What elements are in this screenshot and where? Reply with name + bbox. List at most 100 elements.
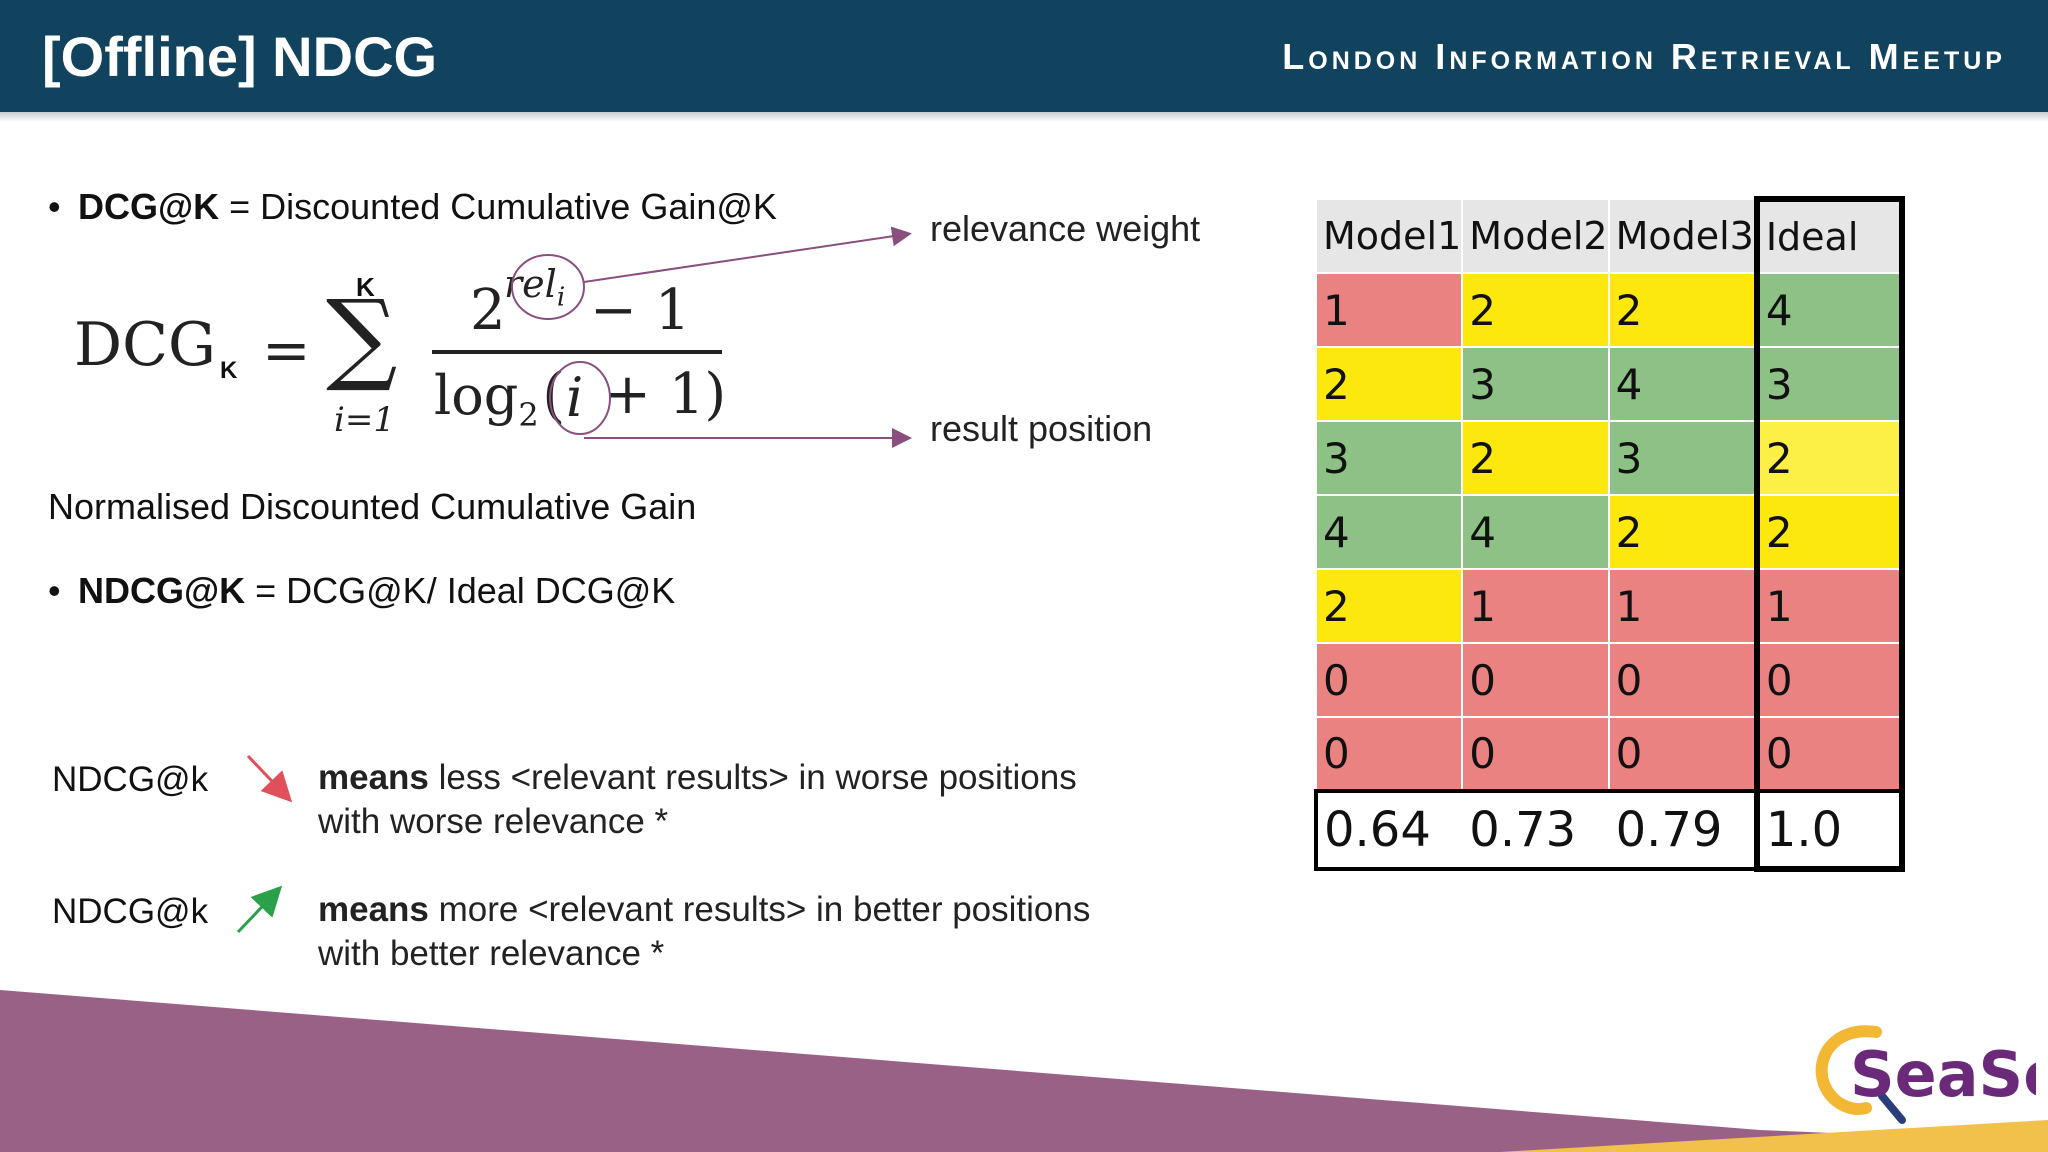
log-text: log: [434, 364, 519, 427]
table-cell: 3: [1461, 346, 1610, 422]
table-row: 2 1 1 1: [1314, 568, 1905, 644]
table-cell: 0: [1753, 716, 1905, 792]
logo-magnifier-icon: [1878, 1092, 1906, 1124]
ndcg-down-line2: with worse relevance *: [318, 802, 669, 841]
up-arrow-icon: [236, 885, 283, 934]
dcg-term: DCG@K: [78, 186, 220, 227]
denominator-plus-one: + 1): [604, 362, 727, 427]
table-cell: 4: [1461, 494, 1610, 570]
up-means: means: [318, 890, 429, 929]
score-model1: 0.64: [1313, 789, 1464, 871]
denominator-i: i: [566, 366, 584, 429]
table-cell: 2: [1314, 568, 1464, 644]
table-cell: 1: [1607, 568, 1758, 644]
rel-circle: [511, 254, 585, 320]
table-cell: 3: [1753, 346, 1905, 422]
meetup-name: London Information Retrieval Meetup: [1282, 36, 2006, 77]
ndcg-down-line1: means less <relevant results> in worse p…: [318, 756, 1077, 800]
ndcg-down-label: NDCG@k: [52, 760, 209, 799]
score-model2: 0.73: [1461, 789, 1610, 871]
numerator-minus-one: − 1: [590, 278, 691, 343]
table-row: 1 2 2 4: [1314, 272, 1905, 348]
table-cell: 2: [1461, 272, 1610, 348]
header-bar: [0, 0, 2048, 112]
denominator-open-paren: (: [542, 360, 566, 430]
down-text1: less <relevant results> in worse positio…: [428, 758, 1077, 797]
ranking-table: Model1 Model2 Model3 Ideal 1 2 2 4 2 3 4…: [1313, 196, 1905, 872]
table-row: 2 3 4 3: [1314, 346, 1905, 422]
footer-purple-band: [0, 990, 2048, 1152]
table-cell: 1: [1461, 568, 1610, 644]
table-cell: 2: [1753, 494, 1905, 570]
table-cell: 4: [1607, 346, 1758, 422]
exponent-i: i: [556, 282, 566, 313]
table-row: 0 0 0 0: [1314, 716, 1905, 792]
fraction-bar: [432, 350, 722, 354]
table-cell: 0: [1461, 642, 1610, 718]
ndcg-heading: Normalised Discounted Cumulative Gain: [48, 486, 697, 527]
numerator-exponent: reli: [504, 262, 565, 313]
down-arrow-icon: [246, 754, 293, 803]
table-cell: 1: [1753, 568, 1905, 644]
logo-text: SeaSe: [1850, 1038, 2036, 1111]
ndcg-term-rest: = DCG@K/ Ideal DCG@K: [245, 570, 676, 611]
relevance-weight-label: relevance weight: [930, 208, 1201, 249]
table-cell: 0: [1607, 716, 1758, 792]
header-model2: Model2: [1461, 198, 1610, 274]
sease-logo: SeaSe: [1815, 1025, 2036, 1124]
ndcg-up-explanation: means more <relevant results> in better …: [318, 888, 1090, 976]
down-means: means: [318, 758, 429, 797]
ndcg-down-explanation: means less <relevant results> in worse p…: [318, 756, 1077, 844]
table-row: 4 4 2 2: [1314, 494, 1905, 570]
formula-lhs: DCG: [74, 310, 216, 380]
ndcg-up-label: NDCG@k: [52, 892, 209, 931]
header-model3: Model3: [1607, 198, 1758, 274]
header-ideal: Ideal: [1753, 196, 1905, 274]
logo-swirl-icon: [1815, 1025, 1882, 1115]
table-cell: 0: [1314, 716, 1464, 792]
ndcg-up-line1: means more <relevant results> in better …: [318, 888, 1090, 932]
table-row: 0 0 0 0: [1314, 642, 1905, 718]
slide-title: [Offline] NDCG: [42, 25, 438, 88]
table-cell: 2: [1314, 346, 1464, 422]
table-header-row: Model1 Model2 Model3 Ideal: [1314, 196, 1905, 274]
table-cell: 0: [1607, 642, 1758, 718]
table-cell: 2: [1753, 420, 1905, 496]
denominator-log: log2: [434, 364, 539, 434]
i-circle: [549, 361, 611, 435]
table-cell: 2: [1461, 420, 1610, 496]
table-cell: 2: [1607, 494, 1758, 570]
table-cell: 4: [1753, 272, 1905, 348]
up-text1: more <relevant results> in better positi…: [428, 890, 1091, 929]
bullet-dot: •: [48, 570, 61, 611]
sum-lower-limit: i=1: [334, 400, 395, 440]
log-base: 2: [518, 395, 539, 434]
table-cell: 0: [1314, 642, 1464, 718]
formula-equals: =: [262, 316, 311, 384]
formula-lhs-subscript: K: [220, 357, 238, 384]
table-cell: 0: [1461, 716, 1610, 792]
score-ideal: 1.0: [1753, 789, 1905, 872]
table-cell: 3: [1607, 420, 1758, 496]
result-position-label: result position: [930, 408, 1153, 449]
ndcg-term: NDCG@K: [78, 570, 246, 611]
bullet-dot: •: [48, 186, 61, 227]
table-row: 3 2 3 2: [1314, 420, 1905, 496]
dcg-definition: DCG@K = Discounted Cumulative Gain@K: [78, 186, 777, 228]
footer-gold-band: [1500, 1120, 2048, 1152]
sum-symbol: ∑: [326, 278, 398, 395]
table-cell: 3: [1314, 420, 1464, 496]
score-model3: 0.79: [1607, 789, 1758, 871]
relevance-arrow: [583, 226, 912, 283]
table-cell: 0: [1753, 642, 1905, 718]
table-cell: 2: [1607, 272, 1758, 348]
dcg-term-rest: = Discounted Cumulative Gain@K: [219, 186, 777, 227]
sum-upper-limit: K: [356, 272, 375, 302]
table-cell: 1: [1314, 272, 1464, 348]
ndcg-definition: NDCG@K = DCG@K/ Ideal DCG@K: [78, 570, 675, 612]
table-cell: 4: [1314, 494, 1464, 570]
table-score-row: 0.64 0.73 0.79 1.0: [1313, 789, 1905, 872]
header-shadow: [0, 112, 2048, 122]
